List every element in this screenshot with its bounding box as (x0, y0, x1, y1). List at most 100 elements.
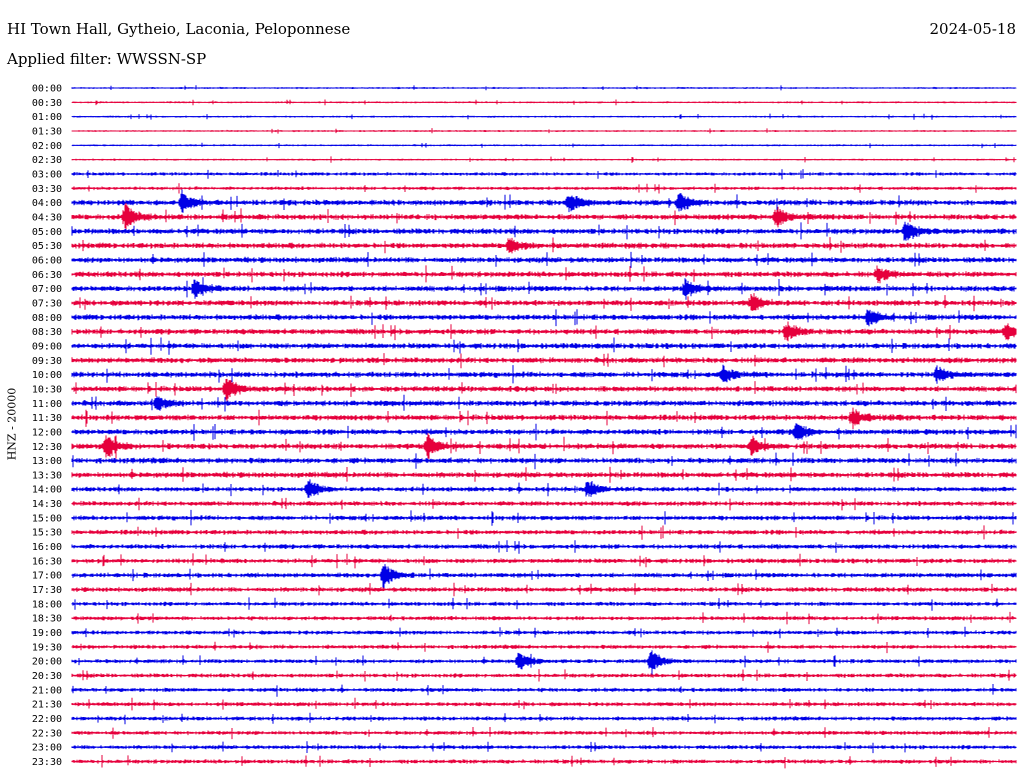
trace-row-1900 (71, 626, 1017, 639)
trace-row-1200 (71, 423, 1017, 441)
tick-label-0330: 03:30 (32, 184, 62, 195)
tick-label-0500: 05:00 (32, 227, 62, 238)
tick-label-2230: 22:30 (32, 728, 62, 739)
tick-label-1300: 13:00 (32, 456, 62, 467)
tick-label-1630: 16:30 (32, 556, 62, 567)
tick-label-0700: 07:00 (32, 284, 62, 295)
trace-row-1300 (71, 452, 1017, 470)
trace-row-1100 (71, 394, 1017, 412)
tick-label-0830: 08:30 (32, 327, 62, 338)
tick-label-1230: 12:30 (32, 442, 62, 453)
tick-label-1800: 18:00 (32, 599, 62, 610)
trace-row-0700 (71, 277, 1017, 300)
filter-prefix: Applied filter: (7, 50, 112, 68)
tick-label-1730: 17:30 (32, 585, 62, 596)
date-label: 2024-05-18 (929, 20, 1016, 38)
trace-row-2300 (71, 741, 1017, 754)
tick-label-0800: 08:00 (32, 313, 62, 324)
tick-label-0300: 03:00 (32, 169, 62, 180)
tick-label-0130: 01:30 (32, 126, 62, 137)
trace-row-1430 (71, 497, 1017, 511)
tick-label-1330: 13:30 (32, 470, 62, 481)
trace-row-2000 (71, 650, 1017, 675)
tick-label-0730: 07:30 (32, 298, 62, 309)
tick-label-0630: 06:30 (32, 270, 62, 281)
trace-row-1330 (71, 466, 1017, 483)
tick-label-1830: 18:30 (32, 614, 62, 625)
tick-label-2330: 23:30 (32, 757, 62, 768)
tick-label-2000: 20:00 (32, 657, 62, 668)
tick-label-0600: 06:00 (32, 255, 62, 266)
trace-row-1530 (71, 525, 1017, 540)
trace-row-1130 (71, 407, 1017, 429)
trace-row-2130 (71, 697, 1017, 711)
tick-label-0000: 00:00 (32, 84, 62, 95)
tick-label-2130: 21:30 (32, 700, 62, 711)
tick-label-2030: 20:30 (32, 671, 62, 682)
trace-row-0430 (71, 203, 1017, 231)
tick-label-0430: 04:30 (32, 212, 62, 223)
tick-label-1500: 15:00 (32, 513, 62, 524)
trace-row-2230 (71, 727, 1017, 740)
trace-row-0930 (71, 353, 1017, 369)
trace-row-0830 (71, 321, 1017, 342)
tick-label-2100: 21:00 (32, 685, 62, 696)
tick-label-1130: 11:30 (32, 413, 62, 424)
tick-label-0230: 02:30 (32, 155, 62, 166)
tick-label-1930: 19:30 (32, 642, 62, 653)
trace-row-0530 (71, 237, 1017, 254)
trace-row-1230 (71, 433, 1017, 459)
trace-row-0130 (71, 128, 1017, 134)
trace-row-0230 (71, 156, 1017, 163)
tick-label-1700: 17:00 (32, 571, 62, 582)
trace-row-1830 (71, 611, 1017, 625)
trace-row-0500 (71, 221, 1017, 241)
tick-label-2300: 23:00 (32, 743, 62, 754)
trace-row-0300 (71, 169, 1017, 180)
trace-row-0100 (71, 113, 1017, 120)
trace-row-0200 (71, 142, 1017, 149)
station-title: HI Town Hall, Gytheio, Laconia, Peloponn… (7, 20, 351, 38)
trace-row-2030 (71, 669, 1017, 682)
trace-row-1400 (71, 479, 1017, 498)
tick-label-0530: 05:30 (32, 241, 62, 252)
trace-row-1500 (71, 509, 1017, 526)
tick-label-0030: 00:30 (32, 98, 62, 109)
tick-label-1000: 10:00 (32, 370, 62, 381)
tick-label-1100: 11:00 (32, 399, 62, 410)
tick-label-1430: 14:30 (32, 499, 62, 510)
trace-row-0400 (71, 189, 1017, 213)
filter-name: WWSSN-SP (116, 50, 207, 68)
tick-label-0930: 09:30 (32, 356, 62, 367)
trace-row-2330 (71, 755, 1017, 769)
tick-label-0100: 01:00 (32, 112, 62, 123)
seismic-traces (71, 85, 1017, 769)
trace-row-1730 (71, 582, 1017, 597)
trace-row-0330 (71, 183, 1017, 194)
tick-label-0400: 04:00 (32, 198, 62, 209)
filter-line: Applied filter: WWSSN-SP (7, 50, 206, 68)
trace-row-0800 (71, 309, 1017, 327)
tick-label-1200: 12:00 (32, 427, 62, 438)
time-tick-labels: 00:00 00:30 01:00 01:30 02:00 02:30 03:00 03:30… (32, 84, 62, 769)
trace-row-2200 (71, 712, 1017, 725)
tick-label-1600: 16:00 (32, 542, 62, 553)
tick-label-0900: 09:00 (32, 341, 62, 352)
trace-row-0900 (71, 337, 1017, 355)
trace-row-1800 (71, 597, 1017, 611)
tick-label-1030: 10:30 (32, 384, 62, 395)
trace-row-0000 (71, 85, 1017, 91)
trace-row-0630 (71, 265, 1017, 284)
trace-row-0600 (71, 251, 1017, 268)
tick-label-1530: 15:30 (32, 528, 62, 539)
trace-row-1600 (71, 540, 1017, 554)
tick-label-0200: 02:00 (32, 141, 62, 152)
trace-row-1030 (71, 378, 1017, 403)
trace-row-0030 (71, 99, 1017, 106)
trace-row-1930 (71, 641, 1017, 654)
tick-label-1900: 19:00 (32, 628, 62, 639)
trace-row-1630 (71, 553, 1017, 569)
trace-row-1000 (71, 364, 1017, 384)
trace-row-0730 (71, 293, 1017, 312)
